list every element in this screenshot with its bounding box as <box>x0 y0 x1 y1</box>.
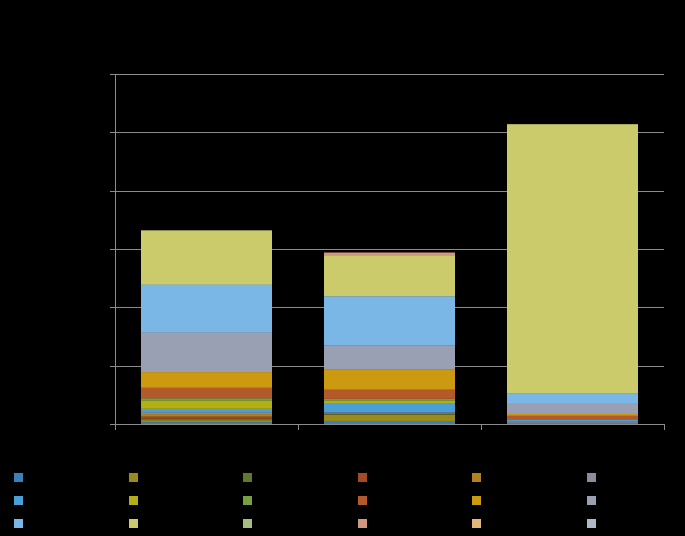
bar-segment <box>141 372 272 388</box>
bar-segment <box>324 398 455 401</box>
bar-segment <box>507 403 638 414</box>
legend-swatch <box>587 496 596 505</box>
bar-segment <box>324 413 455 415</box>
bar-segment <box>324 345 455 370</box>
bar-segment <box>141 422 272 424</box>
legend-swatch <box>129 496 138 505</box>
bar-segment <box>324 403 455 413</box>
legend-swatch <box>358 496 367 505</box>
legend-swatch <box>14 519 23 528</box>
bar-segment <box>141 400 272 409</box>
bar-segment <box>141 408 272 413</box>
bar-segment <box>324 255 455 297</box>
bar-segment <box>141 416 272 419</box>
legend-swatch <box>14 473 23 482</box>
legend-swatch <box>472 519 481 528</box>
bar-segment <box>507 421 638 423</box>
bar-segment <box>141 420 272 423</box>
bar-segment <box>141 414 272 417</box>
legend-swatch <box>129 473 138 482</box>
bar-segment <box>324 389 455 399</box>
bar-segment <box>141 398 272 401</box>
bar-segment <box>324 400 455 403</box>
bar-segment <box>324 252 455 256</box>
bars <box>141 124 638 424</box>
legend-swatch <box>243 519 252 528</box>
axes <box>110 74 665 430</box>
bar-segment <box>324 296 455 346</box>
legend-swatch <box>14 496 23 505</box>
legend-swatch <box>472 496 481 505</box>
legend-swatch <box>587 473 596 482</box>
bar-segment <box>141 284 272 333</box>
bar-segment <box>324 412 455 413</box>
legend-swatch <box>358 519 367 528</box>
legend-swatch <box>129 519 138 528</box>
bar-segment <box>507 415 638 420</box>
bar-segment <box>324 414 455 415</box>
legend <box>14 473 596 528</box>
bar-segment <box>324 414 455 422</box>
legend-swatch <box>472 473 481 482</box>
bar-segment <box>507 422 638 424</box>
bar-segment <box>507 419 638 422</box>
bar-segment <box>141 332 272 373</box>
bar-segment <box>324 369 455 390</box>
legend-swatch <box>587 519 596 528</box>
bar-segment <box>141 418 272 421</box>
bar-segment <box>507 124 638 394</box>
bar-segment <box>507 413 638 416</box>
legend-swatch <box>243 473 252 482</box>
bar-segment <box>507 393 638 403</box>
bar-segment <box>141 230 272 285</box>
bar-segment <box>141 412 272 415</box>
bar-segment <box>324 421 455 424</box>
legend-swatch <box>243 496 252 505</box>
legend-swatch <box>358 473 367 482</box>
bar-segment <box>141 387 272 399</box>
bar-segment <box>324 412 455 414</box>
